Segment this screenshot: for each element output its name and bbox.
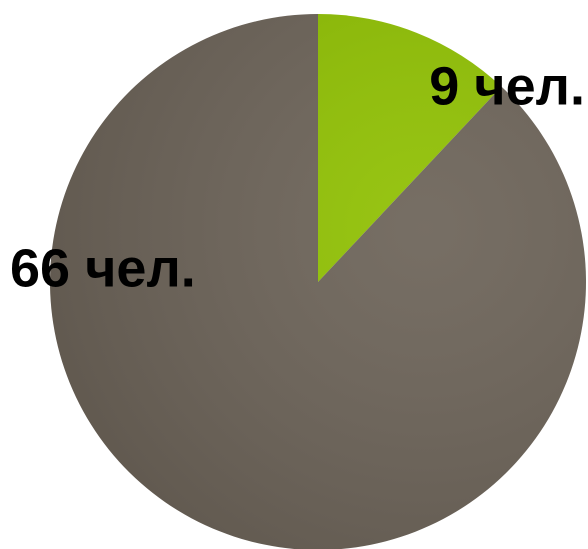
- data-label: 9 чел.: [429, 56, 585, 116]
- data-label: 66 чел.: [10, 238, 196, 298]
